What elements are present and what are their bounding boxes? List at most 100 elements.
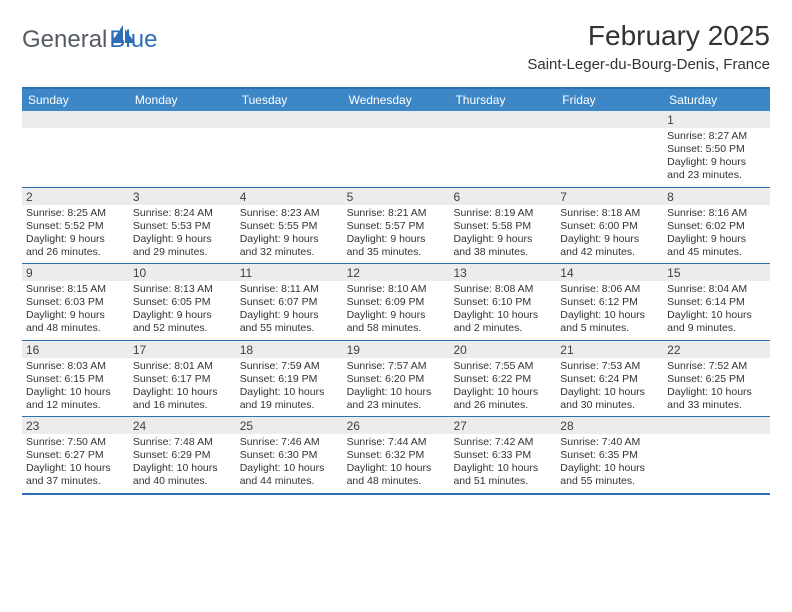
sunset-text: Sunset: 5:53 PM <box>133 220 232 233</box>
day-header-row: Sunday Monday Tuesday Wednesday Thursday… <box>22 89 770 111</box>
sunset-text: Sunset: 6:03 PM <box>26 296 125 309</box>
daylight-text: Daylight: 9 hours and 55 minutes. <box>240 309 339 335</box>
calendar-cell: 12Sunrise: 8:10 AMSunset: 6:09 PMDayligh… <box>343 264 450 340</box>
sunrise-text: Sunrise: 8:03 AM <box>26 360 125 373</box>
day-details: Sunrise: 7:46 AMSunset: 6:30 PMDaylight:… <box>236 434 343 493</box>
day-details <box>556 128 663 134</box>
day-details <box>343 128 450 134</box>
sunrise-text: Sunrise: 8:25 AM <box>26 207 125 220</box>
date-number: 10 <box>129 264 236 281</box>
daylight-text: Daylight: 9 hours and 45 minutes. <box>667 233 766 259</box>
calendar-cell: 10 Sunrise: 8:13 AMSunset: 6:05 PMDayligh… <box>129 264 236 340</box>
calendar-cell: 28Sunrise: 7:40 AMSunset: 6:35 PMDayligh… <box>556 417 663 493</box>
calendar-week: 9Sunrise: 8:15 AMSunset: 6:03 PMDaylight… <box>22 264 770 341</box>
calendar-cell <box>663 417 770 493</box>
weeks-container: 1Sunrise: 8:27 AMSunset: 5:50 PMDaylight… <box>22 111 770 495</box>
date-number: 18 <box>236 341 343 358</box>
sunrise-text: Sunrise: 8:24 AM <box>133 207 232 220</box>
daylight-text: Daylight: 10 hours and 55 minutes. <box>560 462 659 488</box>
sunrise-text: Sunrise: 7:53 AM <box>560 360 659 373</box>
sunrise-text: Sunrise: 8:19 AM <box>453 207 552 220</box>
daylight-text: Daylight: 9 hours and 32 minutes. <box>240 233 339 259</box>
sunset-text: Sunset: 6:20 PM <box>347 373 446 386</box>
day-details: Sunrise: 7:48 AMSunset: 6:29 PMDaylight:… <box>129 434 236 493</box>
date-number: 17 <box>129 341 236 358</box>
calendar-cell <box>556 111 663 187</box>
calendar: Sunday Monday Tuesday Wednesday Thursday… <box>22 87 770 495</box>
sunset-text: Sunset: 6:07 PM <box>240 296 339 309</box>
day-details: Sunrise: 7:59 AMSunset: 6:19 PMDaylight:… <box>236 358 343 417</box>
sunrise-text: Sunrise: 8:15 AM <box>26 283 125 296</box>
sunset-text: Sunset: 6:14 PM <box>667 296 766 309</box>
sunset-text: Sunset: 6:30 PM <box>240 449 339 462</box>
day-header: Saturday <box>663 89 770 111</box>
sunrise-text: Sunrise: 7:55 AM <box>453 360 552 373</box>
sunrise-text: Sunrise: 8:21 AM <box>347 207 446 220</box>
sunrise-text: Sunrise: 8:04 AM <box>667 283 766 296</box>
date-number: 8 <box>663 188 770 205</box>
daylight-text: Daylight: 10 hours and 2 minutes. <box>453 309 552 335</box>
daylight-text: Daylight: 10 hours and 19 minutes. <box>240 386 339 412</box>
calendar-cell: 17Sunrise: 8:01 AMSunset: 6:17 PMDayligh… <box>129 341 236 417</box>
day-header: Friday <box>556 89 663 111</box>
day-details <box>236 128 343 134</box>
calendar-cell: 15Sunrise: 8:04 AMSunset: 6:14 PMDayligh… <box>663 264 770 340</box>
date-number: 1 <box>663 111 770 128</box>
calendar-cell <box>236 111 343 187</box>
date-number: 19 <box>343 341 450 358</box>
calendar-week: 1Sunrise: 8:27 AMSunset: 5:50 PMDaylight… <box>22 111 770 188</box>
sunrise-text: Sunrise: 8:16 AM <box>667 207 766 220</box>
day-details: Sunrise: 7:50 AMSunset: 6:27 PMDaylight:… <box>22 434 129 493</box>
date-number: 21 <box>556 341 663 358</box>
day-header: Monday <box>129 89 236 111</box>
date-number: 12 <box>343 264 450 281</box>
daylight-text: Daylight: 9 hours and 29 minutes. <box>133 233 232 259</box>
sunset-text: Sunset: 6:27 PM <box>26 449 125 462</box>
sunrise-text: Sunrise: 8:08 AM <box>453 283 552 296</box>
sunrise-text: Sunrise: 8:10 AM <box>347 283 446 296</box>
day-details: Sunrise: 8:25 AMSunset: 5:52 PMDaylight:… <box>22 205 129 264</box>
sunset-text: Sunset: 5:57 PM <box>347 220 446 233</box>
calendar-cell: 7Sunrise: 8:18 AMSunset: 6:00 PMDaylight… <box>556 188 663 264</box>
daylight-text: Daylight: 9 hours and 52 minutes. <box>133 309 232 335</box>
date-number: 23 <box>22 417 129 434</box>
sunset-text: Sunset: 6:19 PM <box>240 373 339 386</box>
calendar-cell <box>449 111 556 187</box>
sunrise-text: Sunrise: 8:13 AM <box>133 283 232 296</box>
date-number <box>663 417 770 434</box>
calendar-cell: 23Sunrise: 7:50 AMSunset: 6:27 PMDayligh… <box>22 417 129 493</box>
date-number: 11 <box>236 264 343 281</box>
sunset-text: Sunset: 6:05 PM <box>133 296 232 309</box>
date-number: 20 <box>449 341 556 358</box>
date-number: 9 <box>22 264 129 281</box>
date-number: 2 <box>22 188 129 205</box>
daylight-text: Daylight: 10 hours and 23 minutes. <box>347 386 446 412</box>
day-details: Sunrise: 8:15 AMSunset: 6:03 PMDaylight:… <box>22 281 129 340</box>
date-number: 15 <box>663 264 770 281</box>
date-number: 6 <box>449 188 556 205</box>
date-number <box>236 111 343 128</box>
daylight-text: Daylight: 10 hours and 12 minutes. <box>26 386 125 412</box>
date-number: 22 <box>663 341 770 358</box>
sunset-text: Sunset: 6:10 PM <box>453 296 552 309</box>
calendar-cell: 4Sunrise: 8:23 AMSunset: 5:55 PMDaylight… <box>236 188 343 264</box>
daylight-text: Daylight: 10 hours and 37 minutes. <box>26 462 125 488</box>
sunrise-text: Sunrise: 7:42 AM <box>453 436 552 449</box>
date-number: 24 <box>129 417 236 434</box>
date-number: 27 <box>449 417 556 434</box>
day-header: Tuesday <box>236 89 343 111</box>
daylight-text: Daylight: 9 hours and 23 minutes. <box>667 156 766 182</box>
calendar-cell: 26Sunrise: 7:44 AMSunset: 6:32 PMDayligh… <box>343 417 450 493</box>
calendar-cell <box>22 111 129 187</box>
day-header: Thursday <box>449 89 556 111</box>
calendar-cell: 13Sunrise: 8:08 AMSunset: 6:10 PMDayligh… <box>449 264 556 340</box>
day-details: Sunrise: 7:57 AMSunset: 6:20 PMDaylight:… <box>343 358 450 417</box>
day-details <box>663 434 770 440</box>
sunset-text: Sunset: 6:32 PM <box>347 449 446 462</box>
sunrise-text: Sunrise: 8:27 AM <box>667 130 766 143</box>
calendar-cell: 18Sunrise: 7:59 AMSunset: 6:19 PMDayligh… <box>236 341 343 417</box>
date-number: 16 <box>22 341 129 358</box>
sunset-text: Sunset: 6:12 PM <box>560 296 659 309</box>
day-details <box>449 128 556 134</box>
calendar-cell: 6Sunrise: 8:19 AMSunset: 5:58 PMDaylight… <box>449 188 556 264</box>
